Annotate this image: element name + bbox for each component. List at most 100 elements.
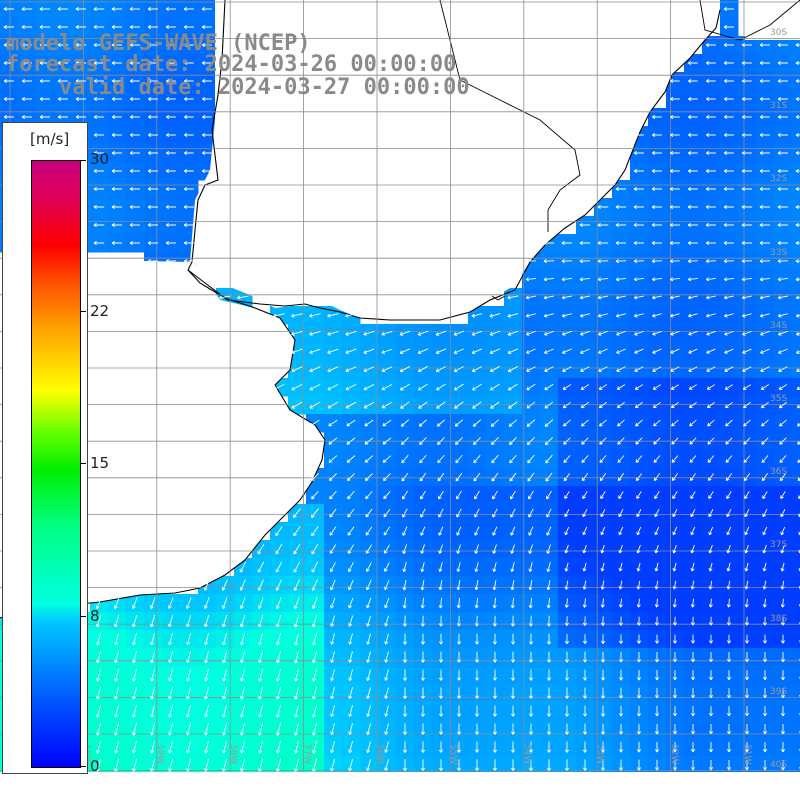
wind-arrow — [671, 419, 679, 427]
wind-arrow — [21, 78, 32, 84]
wind-arrow — [688, 348, 698, 354]
wind-arrow — [546, 615, 551, 627]
wind-arrow — [240, 668, 246, 682]
field-cell — [792, 648, 800, 667]
wind-arrow — [364, 419, 374, 427]
wind-arrow — [617, 437, 625, 445]
wind-arrow — [471, 330, 483, 336]
wind-arrow — [201, 6, 212, 12]
wind-arrow — [57, 6, 69, 12]
wind-arrow — [618, 526, 624, 536]
wind-arrow — [401, 472, 409, 482]
wind-arrow — [418, 383, 428, 391]
wind-arrow — [580, 348, 590, 354]
wind-arrow — [365, 562, 372, 572]
wind-arrow — [795, 150, 800, 156]
wind-arrow — [132, 668, 138, 682]
wind-arrow — [381, 331, 393, 336]
wind-arrow — [346, 455, 356, 463]
wind-arrow — [3, 78, 14, 84]
wind-arrow — [201, 24, 212, 30]
wind-arrow — [705, 204, 716, 210]
wind-arrow — [579, 330, 590, 336]
wind-arrow — [705, 168, 716, 174]
wind-arrow — [600, 616, 605, 626]
wind-arrow — [471, 366, 482, 373]
wind-arrow — [111, 168, 123, 174]
wind-arrow — [797, 441, 800, 445]
wind-arrow — [528, 615, 533, 627]
wind-arrow — [778, 401, 787, 409]
wind-arrow — [546, 597, 551, 609]
wind-arrow — [401, 437, 409, 445]
wind-arrow — [95, 597, 102, 610]
wind-arrow — [347, 579, 354, 591]
wind-arrow — [222, 668, 228, 682]
wind-arrow — [510, 544, 516, 554]
wind-arrow — [545, 454, 553, 464]
wind-arrow — [779, 472, 787, 482]
wind-arrow — [706, 366, 716, 372]
wind-arrow — [384, 615, 389, 627]
wind-arrow — [183, 6, 194, 12]
wind-arrow — [129, 96, 140, 102]
lon-label: 59W — [154, 744, 165, 765]
wind-arrow — [777, 150, 789, 156]
wind-arrow — [546, 580, 551, 591]
wind-arrow — [510, 651, 516, 663]
wind-arrow — [3, 42, 15, 48]
wind-arrow — [582, 491, 588, 500]
wind-arrow — [258, 632, 264, 646]
field-cell — [792, 324, 800, 343]
wind-arrow — [707, 473, 714, 482]
wind-arrow — [184, 96, 194, 102]
wind-arrow — [456, 526, 462, 536]
wind-arrow — [546, 633, 552, 645]
wind-arrow — [363, 384, 375, 391]
wind-arrow — [257, 561, 265, 573]
wind-arrow — [723, 6, 734, 12]
wind-arrow — [669, 168, 680, 174]
wind-arrow — [546, 508, 552, 518]
wind-arrow — [598, 348, 608, 354]
wind-arrow — [294, 632, 300, 646]
wind-arrow — [132, 632, 138, 646]
wind-arrow — [183, 186, 194, 192]
wind-arrow — [456, 490, 462, 500]
wind-arrow — [653, 473, 661, 482]
wind-arrow — [93, 78, 104, 84]
wind-arrow — [652, 348, 662, 354]
lat-label: 34S — [770, 320, 788, 331]
wind-arrow — [759, 259, 771, 264]
colorbar-tickmark — [80, 766, 86, 767]
wind-arrow — [437, 454, 445, 464]
wind-arrow — [204, 632, 210, 646]
wind-arrow — [527, 454, 535, 464]
wind-arrow — [708, 598, 713, 608]
wind-arrow — [113, 614, 120, 628]
wind-arrow — [492, 597, 497, 609]
wind-arrow — [724, 330, 734, 336]
wind-arrow — [615, 295, 626, 300]
wind-arrow — [21, 6, 33, 12]
wind-arrow — [670, 366, 680, 372]
wind-arrow — [706, 313, 716, 318]
wind-arrow — [510, 526, 516, 536]
wind-arrow — [21, 114, 32, 120]
wind-arrow — [618, 562, 623, 572]
wind-arrow — [400, 419, 410, 427]
wind-arrow — [420, 615, 425, 627]
field-cell — [792, 486, 800, 505]
wind-arrow — [744, 562, 749, 572]
wind-arrow — [705, 60, 716, 66]
wind-arrow — [581, 419, 589, 427]
wind-arrow — [474, 580, 479, 591]
wind-arrow — [492, 651, 498, 663]
wind-arrow — [510, 597, 515, 609]
wind-arrow — [312, 632, 318, 646]
wind-arrow — [93, 114, 104, 120]
wind-arrow — [687, 222, 698, 228]
wind-arrow — [761, 473, 769, 482]
wind-arrow — [743, 455, 751, 463]
wind-arrow — [618, 651, 624, 663]
